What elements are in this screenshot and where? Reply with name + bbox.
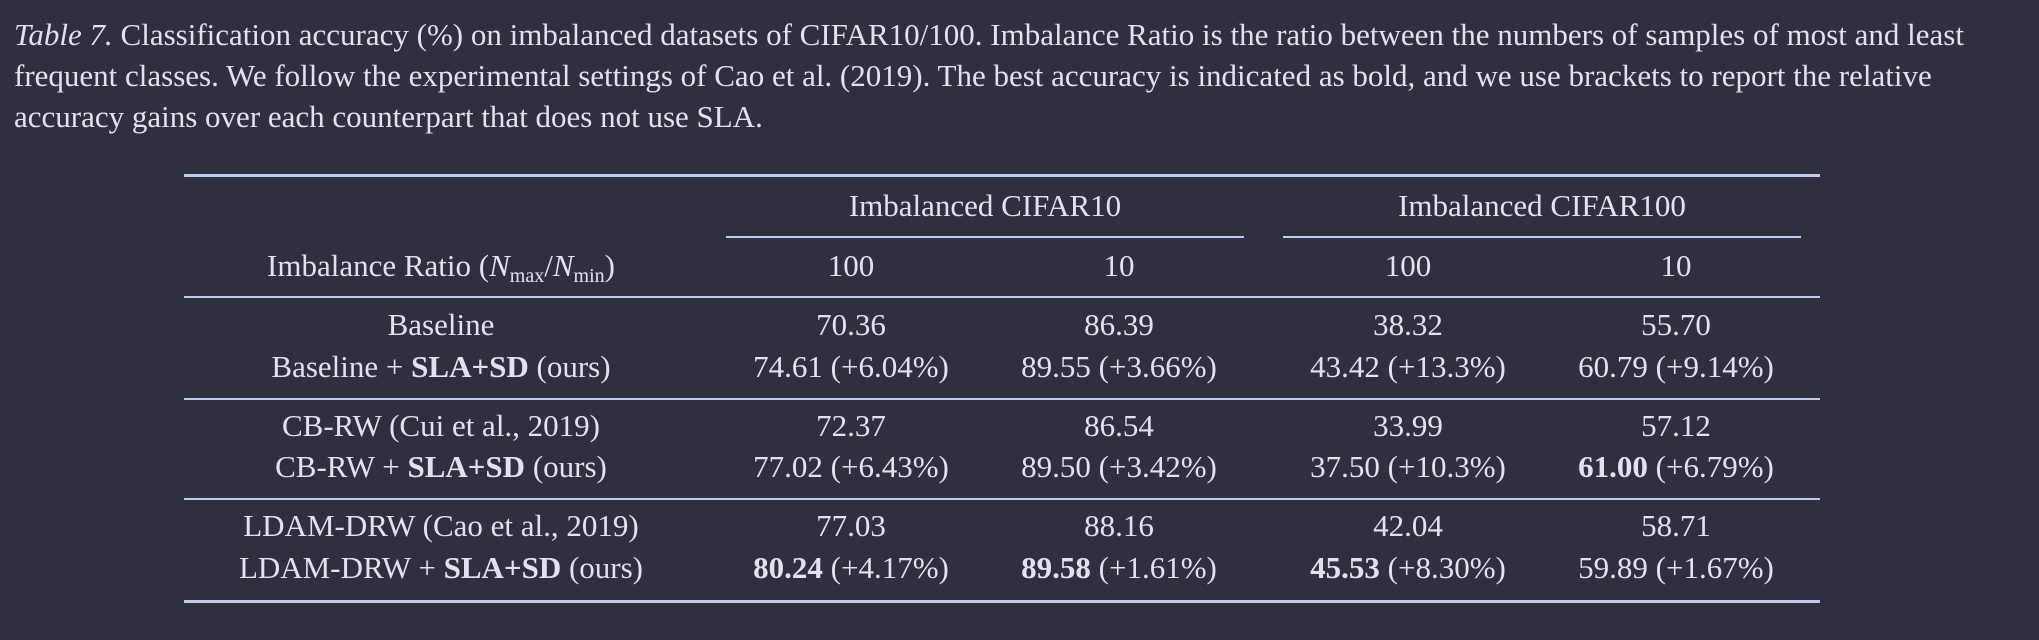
- table-cell: 70.36: [816, 307, 886, 342]
- group-header-cifar10: Imbalanced CIFAR10: [848, 188, 1122, 223]
- cell-gain: (+3.42%): [1090, 449, 1217, 484]
- table-cell: 86.39: [1084, 307, 1154, 342]
- method-prefix: LDAM-DRW +: [238, 550, 444, 585]
- cell-gain: (+6.43%): [822, 449, 949, 484]
- cell-value: 43.42: [1310, 349, 1380, 384]
- cell-value: 60.79: [1578, 349, 1648, 384]
- table-cell: 77.02 (+6.43%): [716, 447, 986, 487]
- cell-gain: (+6.04%): [822, 349, 949, 384]
- table-cell: 38.32: [1373, 307, 1443, 342]
- method-bold: SLA+SD: [407, 449, 526, 484]
- cell-value-best: 89.58: [1021, 550, 1091, 585]
- cell-value: 77.02: [753, 449, 823, 484]
- table-cell: 57.12: [1641, 408, 1711, 443]
- cell-value-best: 45.53: [1310, 550, 1380, 585]
- table-cell: 77.03: [816, 508, 886, 543]
- table-cell: 42.04: [1373, 508, 1443, 543]
- table-cell: 58.71: [1641, 508, 1711, 543]
- method-baseline: Baseline: [387, 307, 495, 342]
- method-bold: SLA+SD: [443, 550, 562, 585]
- cell-value: 89.55: [1021, 349, 1091, 384]
- ratio-sub-min: min: [573, 265, 605, 287]
- method-ldam-drw: LDAM-DRW (Cao et al., 2019): [243, 508, 639, 543]
- cell-gain: (+4.17%): [822, 550, 949, 585]
- table-cell: 86.54: [1084, 408, 1154, 443]
- table-cell: 74.61 (+6.04%): [716, 347, 986, 387]
- cell-gain: (+13.3%): [1379, 349, 1506, 384]
- col-header-cifar100-10: 10: [1660, 248, 1692, 283]
- ratio-sub-max: max: [509, 265, 545, 287]
- cell-gain: (+3.66%): [1090, 349, 1217, 384]
- ratio-slash: /: [544, 248, 553, 283]
- ratio-n-max: N: [489, 248, 510, 283]
- table-cell: 72.37: [816, 408, 886, 443]
- table-cell: 61.00 (+6.79%): [1541, 447, 1811, 487]
- group2-rule: [1283, 236, 1801, 238]
- method-ldam-drw-sla: LDAM-DRW + SLA+SD (ours): [184, 548, 698, 588]
- table-cell: 59.89 (+1.67%): [1541, 548, 1811, 588]
- table-cell: 45.53 (+8.30%): [1273, 548, 1543, 588]
- caption-label: Table 7.: [14, 17, 113, 52]
- cell-value-best: 80.24: [753, 550, 823, 585]
- method-prefix: CB-RW +: [275, 449, 408, 484]
- ratio-prefix: Imbalance Ratio (: [267, 248, 490, 283]
- cell-gain: (+6.79%): [1647, 449, 1774, 484]
- col-header-cifar10-100: 100: [827, 248, 875, 283]
- cell-value: 37.50: [1310, 449, 1380, 484]
- method-baseline-sla: Baseline + SLA+SD (ours): [184, 347, 698, 387]
- header-rule: [184, 296, 1820, 298]
- cell-gain: (+8.30%): [1379, 550, 1506, 585]
- cell-value-best: 61.00: [1578, 449, 1648, 484]
- row-separator: [184, 398, 1820, 400]
- table-cell: 88.16: [1084, 508, 1154, 543]
- method-cb-rw-sla: CB-RW + SLA+SD (ours): [184, 447, 698, 487]
- bottom-rule: [184, 600, 1820, 603]
- table-cell: 55.70: [1641, 307, 1711, 342]
- ratio-suffix: ): [604, 248, 615, 283]
- caption-text: Classification accuracy (%) on imbalance…: [14, 17, 1964, 134]
- method-prefix: Baseline +: [271, 349, 412, 384]
- group1-rule: [726, 236, 1244, 238]
- cell-value: 74.61: [753, 349, 823, 384]
- table-cell: 80.24 (+4.17%): [716, 548, 986, 588]
- method-cb-rw: CB-RW (Cui et al., 2019): [281, 408, 601, 443]
- table-cell: 33.99: [1373, 408, 1443, 443]
- group-header-cifar100: Imbalanced CIFAR100: [1398, 188, 1686, 223]
- table-cell: 89.50 (+3.42%): [984, 447, 1254, 487]
- imbalance-ratio-header: Imbalance Ratio (Nmax/Nmin): [184, 246, 698, 296]
- table-cell: 89.55 (+3.66%): [984, 347, 1254, 387]
- table-caption: Table 7. Classification accuracy (%) on …: [14, 14, 2024, 137]
- cell-gain: (+1.61%): [1090, 550, 1217, 585]
- table-cell: 37.50 (+10.3%): [1273, 447, 1543, 487]
- row-separator: [184, 498, 1820, 500]
- col-header-cifar100-100: 100: [1384, 248, 1432, 283]
- method-suffix: (ours): [525, 449, 607, 484]
- method-suffix: (ours): [528, 349, 611, 384]
- method-bold: SLA+SD: [411, 349, 529, 384]
- table-cell: 60.79 (+9.14%): [1541, 347, 1811, 387]
- table-cell: 89.58 (+1.61%): [984, 548, 1254, 588]
- table-cell: 43.42 (+13.3%): [1273, 347, 1543, 387]
- cell-value: 89.50: [1021, 449, 1091, 484]
- ratio-n-min: N: [552, 248, 574, 283]
- cell-value: 59.89: [1578, 550, 1648, 585]
- cell-gain: (+10.3%): [1379, 449, 1506, 484]
- col-header-cifar10-10: 10: [1103, 248, 1135, 283]
- cell-gain: (+9.14%): [1647, 349, 1774, 384]
- top-rule: [184, 174, 1820, 177]
- cell-gain: (+1.67%): [1647, 550, 1774, 585]
- method-suffix: (ours): [561, 550, 644, 585]
